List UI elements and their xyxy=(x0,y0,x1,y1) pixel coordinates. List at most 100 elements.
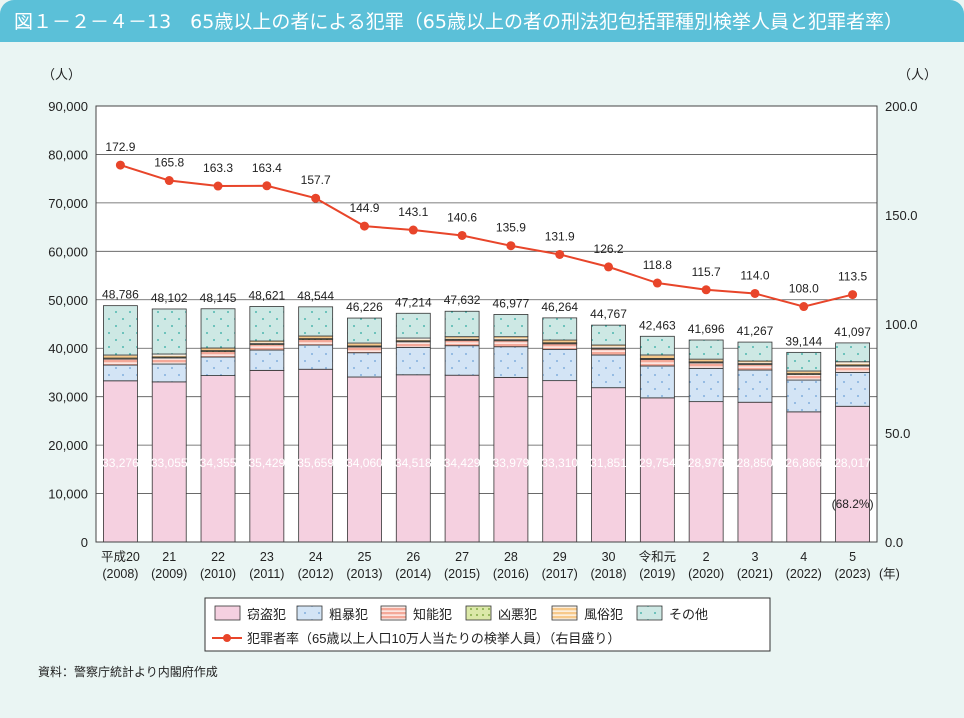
bar-segment-風俗犯 xyxy=(542,339,578,344)
bar-segment-粗暴犯 xyxy=(395,346,431,376)
y-tick-label: 80,000 xyxy=(48,147,88,162)
x-tick-label-year: (2012) xyxy=(298,567,334,581)
bar-segment-知能犯 xyxy=(200,351,236,358)
bar-segment-知能犯 xyxy=(786,374,822,381)
x-tick-label-year: (2017) xyxy=(542,567,578,581)
x-tick-label: 29 xyxy=(553,550,567,564)
x-tick-label: 25 xyxy=(358,550,372,564)
bar-segment-その他 xyxy=(395,312,431,339)
legend-swatch xyxy=(214,605,241,621)
legend-label: その他 xyxy=(669,607,708,622)
rate-point xyxy=(359,221,369,231)
bar-segment-知能犯 xyxy=(737,364,773,371)
bar-segment-その他 xyxy=(591,324,626,346)
legend-label: 犯罪者率（65歳以上人口10万人当たりの検挙人員）（右目盛り） xyxy=(247,631,620,646)
bar-segment-粗暴犯 xyxy=(688,367,724,403)
bar-segment-粗暴犯 xyxy=(493,346,529,378)
rate-point xyxy=(555,249,565,259)
y2-tick-label: 0.0 xyxy=(885,535,903,550)
x-tick-label: 28 xyxy=(504,550,518,564)
bar-segment-風俗犯 xyxy=(688,358,724,363)
legend-swatch xyxy=(296,605,323,621)
x-tick-label-year: (2008) xyxy=(102,567,138,581)
y-tick-label: 10,000 xyxy=(48,487,88,502)
bar-segment-知能犯 xyxy=(493,340,529,348)
y-tick-label: 40,000 xyxy=(48,341,88,356)
theft-label: 28,976 xyxy=(688,456,725,470)
bar-segment-その他 xyxy=(835,342,870,363)
x-tick-label-year: (2014) xyxy=(395,567,431,581)
figure-title: 図１－２－４－13 65歳以上の者による犯罪（65歳以上の者の刑法犯包括罪種別検… xyxy=(0,0,964,42)
x-tick-label: 4 xyxy=(800,550,807,564)
total-label: 47,214 xyxy=(395,295,432,309)
rate-label: 126.2 xyxy=(594,242,624,256)
x-tick-label-year: (2022) xyxy=(786,567,822,581)
x-tick-label-year: (2016) xyxy=(493,567,529,581)
bar-segment-窃盗犯 xyxy=(591,387,626,543)
rate-point xyxy=(164,176,174,186)
x-tick-label-year: (2010) xyxy=(200,567,236,581)
rate-point xyxy=(506,241,516,251)
bar-segment-知能犯 xyxy=(347,346,382,354)
x-tick-label-year: (2023) xyxy=(835,567,871,581)
total-label: 48,786 xyxy=(102,288,139,302)
y-tick-label: 60,000 xyxy=(48,244,88,259)
rate-label: 157.7 xyxy=(301,173,331,187)
bar-segment-その他 xyxy=(639,335,675,356)
theft-label: 26,866 xyxy=(785,456,822,470)
bar-segment-知能犯 xyxy=(591,348,626,356)
plot-frame xyxy=(95,105,878,543)
rate-point xyxy=(848,290,858,300)
y-tick-label: 70,000 xyxy=(48,196,88,211)
bar-segment-風俗犯 xyxy=(151,353,187,358)
bar-segment-粗暴犯 xyxy=(835,371,870,407)
rate-point xyxy=(799,302,809,312)
y-tick-label: 20,000 xyxy=(48,438,88,453)
theft-label: 34,355 xyxy=(200,456,237,470)
bar-segment-その他 xyxy=(298,306,334,337)
bar-segment-知能犯 xyxy=(395,341,431,348)
bar-segment-風俗犯 xyxy=(347,342,382,347)
theft-label: 33,310 xyxy=(541,456,578,470)
y2-tick-label: 100.0 xyxy=(885,317,918,332)
bar-segment-その他 xyxy=(151,308,187,355)
rate-point xyxy=(604,262,614,272)
theft-label: 33,055 xyxy=(151,456,188,470)
bar-segment-知能犯 xyxy=(249,344,285,351)
total-label: 46,977 xyxy=(493,296,530,310)
source-note: 資料：警察庁統計より内閣府作成 xyxy=(38,665,218,679)
total-label: 41,696 xyxy=(688,322,725,336)
rate-label: 113.5 xyxy=(838,270,867,284)
bar-segment-窃盗犯 xyxy=(737,401,773,543)
bar-segment-粗暴犯 xyxy=(249,349,285,371)
bar-segment-窃盗犯 xyxy=(395,374,431,543)
bar-segment-知能犯 xyxy=(298,339,334,346)
x-tick-label: 27 xyxy=(455,550,469,564)
x-tick-label-year: (2013) xyxy=(346,567,382,581)
x-tick-label-year: (2021) xyxy=(737,567,773,581)
x-tick-label: 2 xyxy=(703,550,710,564)
rate-point xyxy=(701,285,711,295)
bar-segment-その他 xyxy=(249,306,285,342)
rate-label: 172.9 xyxy=(105,140,135,154)
y-tick-label: 90,000 xyxy=(48,99,88,114)
bar-segment-その他 xyxy=(347,317,382,344)
rate-label: 165.8 xyxy=(154,156,184,170)
legend-swatch xyxy=(465,605,492,621)
y2-tick-label: 50.0 xyxy=(885,426,910,441)
legend-label: 風俗犯 xyxy=(584,607,623,622)
bar-segment-その他 xyxy=(444,310,480,338)
rate-point xyxy=(115,160,125,170)
rate-label: 118.8 xyxy=(643,258,672,272)
bar-segment-その他 xyxy=(786,351,822,372)
bar-segment-粗暴犯 xyxy=(591,354,626,389)
bar-segment-その他 xyxy=(103,305,138,356)
bar-segment-風俗犯 xyxy=(493,336,529,341)
bar-segment-風俗犯 xyxy=(591,344,626,349)
y-tick-label: 30,000 xyxy=(48,390,88,405)
theft-label: 34,518 xyxy=(395,456,432,470)
legend-line-marker xyxy=(223,634,231,642)
bar-segment-知能犯 xyxy=(542,343,578,350)
x-tick-label: 平成20 xyxy=(101,550,140,564)
legend-label: 粗暴犯 xyxy=(329,607,368,622)
